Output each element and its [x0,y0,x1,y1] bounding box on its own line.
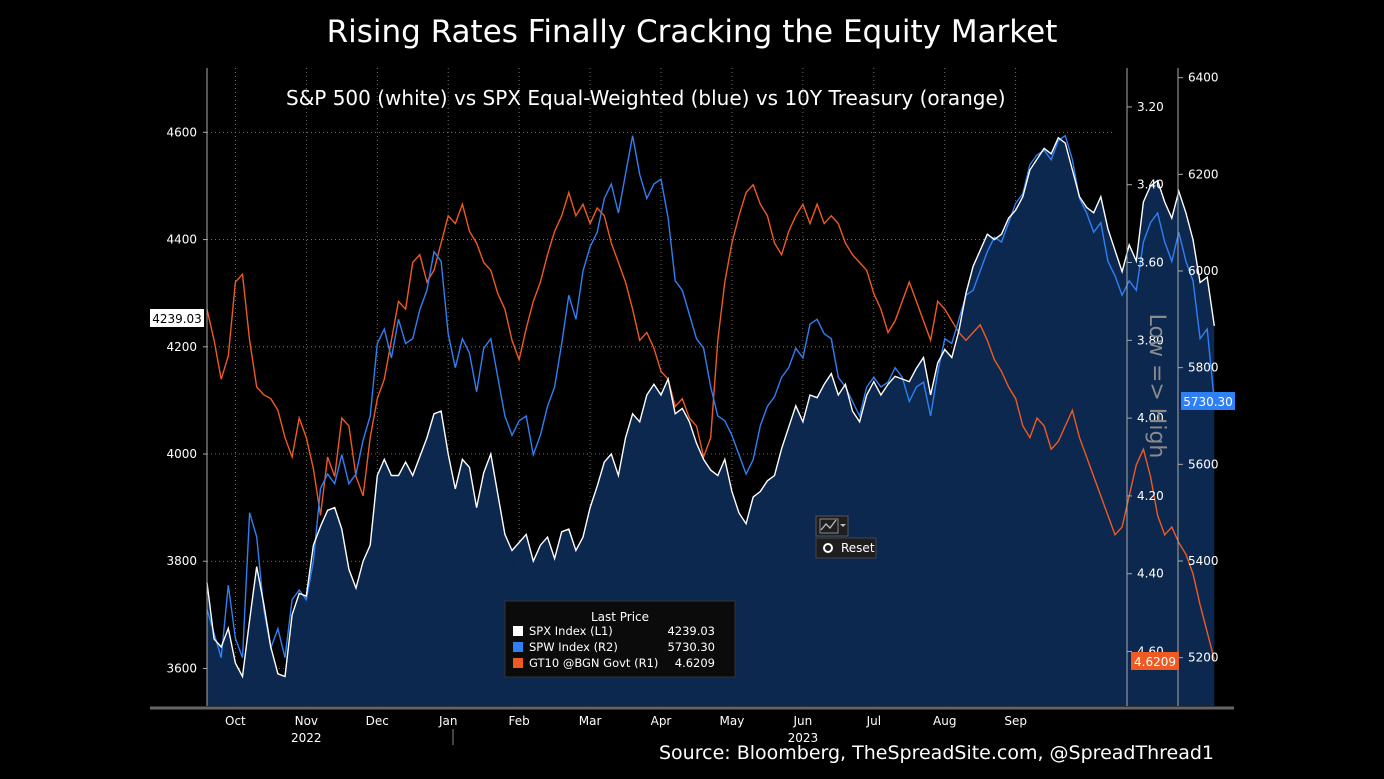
x-tick-label: Nov [295,714,318,728]
last-label-spw: 5730.30 [1181,392,1235,410]
x-year-label: 2023 [788,731,819,745]
x-tick-label: Sep [1004,714,1027,728]
right1-tick-label: 3.80 [1137,333,1164,347]
x-tick-label: Mar [579,714,602,728]
left-tick-label: 3600 [166,661,197,675]
spx-area-fill [207,137,1215,706]
last-label-gt10-text: 4.6209 [1134,655,1176,669]
legend-row-gt10: GT10 @BGN Govt (R1) 4.6209 [513,656,715,670]
x-tick-label: Jul [866,714,881,728]
legend-row-spw-name: SPW Index (R2) [529,640,618,654]
x-tick-label: Dec [366,714,389,728]
x-tick-label: Aug [933,714,956,728]
last-price-legend: Last Price SPX Index (L1) 4239.03 SPW In… [504,600,736,678]
right1-axis-label: Low => High [1144,314,1169,459]
left-tick-label: 4000 [166,447,197,461]
x-tick-label: May [720,714,745,728]
right2-tick-label: 6200 [1188,167,1219,181]
x-tick-label: Jun [793,714,813,728]
right1-tick-label: 4.00 [1137,411,1164,425]
last-label-spx: 4239.03 [150,309,204,327]
right2-tick-label: 6000 [1188,264,1219,278]
reset-label: Reset [841,541,875,555]
spx-series-line [206,136,1215,679]
reset-button[interactable]: Reset [815,537,877,559]
chart-subtitle: S&P 500 (white) vs SPX Equal-Weighted (b… [286,86,1006,110]
legend-row-spx-value: 4239.03 [667,624,715,638]
legend-row-spw: SPW Index (R2) 5730.30 [513,640,715,654]
spw-series-line [206,134,1215,658]
chart-type-button[interactable] [815,515,849,537]
left-tick-label: 4400 [166,233,197,247]
x-tick-label: Oct [225,714,246,728]
x-tick-label: Feb [509,714,530,728]
chart-title: Rising Rates Finally Cracking the Equity… [326,14,1058,50]
x-year-label: 2022 [291,731,322,745]
legend-row-spx-name: SPX Index (L1) [529,624,613,638]
source-note: Source: Bloomberg, TheSpreadSite.com, @S… [659,742,1214,764]
last-label-spw-text: 5730.30 [1183,395,1233,409]
right2-tick-label: 6400 [1188,71,1219,85]
gt10-series-line [206,183,1215,660]
legend-row-gt10-name: GT10 @BGN Govt (R1) [529,656,658,670]
x-axis-ticks: Oct Nov Dec Jan Feb Mar Apr May Jun Jul Aug Sep 2022… [225,714,1027,745]
left-tick-label: 4200 [166,340,197,354]
right1-tick-label: 3.20 [1137,100,1164,114]
chevron-down-icon [840,524,846,527]
right1-tick-label: 3.40 [1137,178,1164,192]
last-label-gt10: 4.6209 [1131,652,1179,670]
right2-tick-label: 5200 [1188,651,1219,665]
left-tick-label: 4600 [166,125,197,139]
x-tick-label: Apr [651,714,672,728]
left-tick-label: 3800 [166,554,197,568]
line-chart-icon [820,519,837,531]
right2-tick-label: 5400 [1188,554,1219,568]
reset-icon [823,543,833,553]
legend-header: Last Price [591,610,649,624]
right1-tick-label: 3.60 [1137,256,1164,270]
x-tick-label: Jan [438,714,458,728]
right1-axis-ticks: 3.203.403.603.804.004.204.404.60 [1127,100,1164,659]
last-label-spx-text: 4239.03 [152,312,202,326]
legend-row-gt10-value: 4.6209 [675,656,715,670]
right1-tick-label: 4.40 [1137,567,1164,581]
right2-tick-label: 5600 [1188,457,1219,471]
legend-row-spx: SPX Index (L1) 4239.03 [513,624,715,638]
legend-row-spw-value: 5730.30 [667,640,715,654]
left-axis-ticks: 3600 3800 4000 4200 4400 4600 [166,125,207,675]
right2-axis-ticks: 5200 5400 5600 5800 6000 6200 6400 [1178,71,1219,665]
right1-tick-label: 4.20 [1137,489,1164,503]
right2-tick-label: 5800 [1188,361,1219,375]
